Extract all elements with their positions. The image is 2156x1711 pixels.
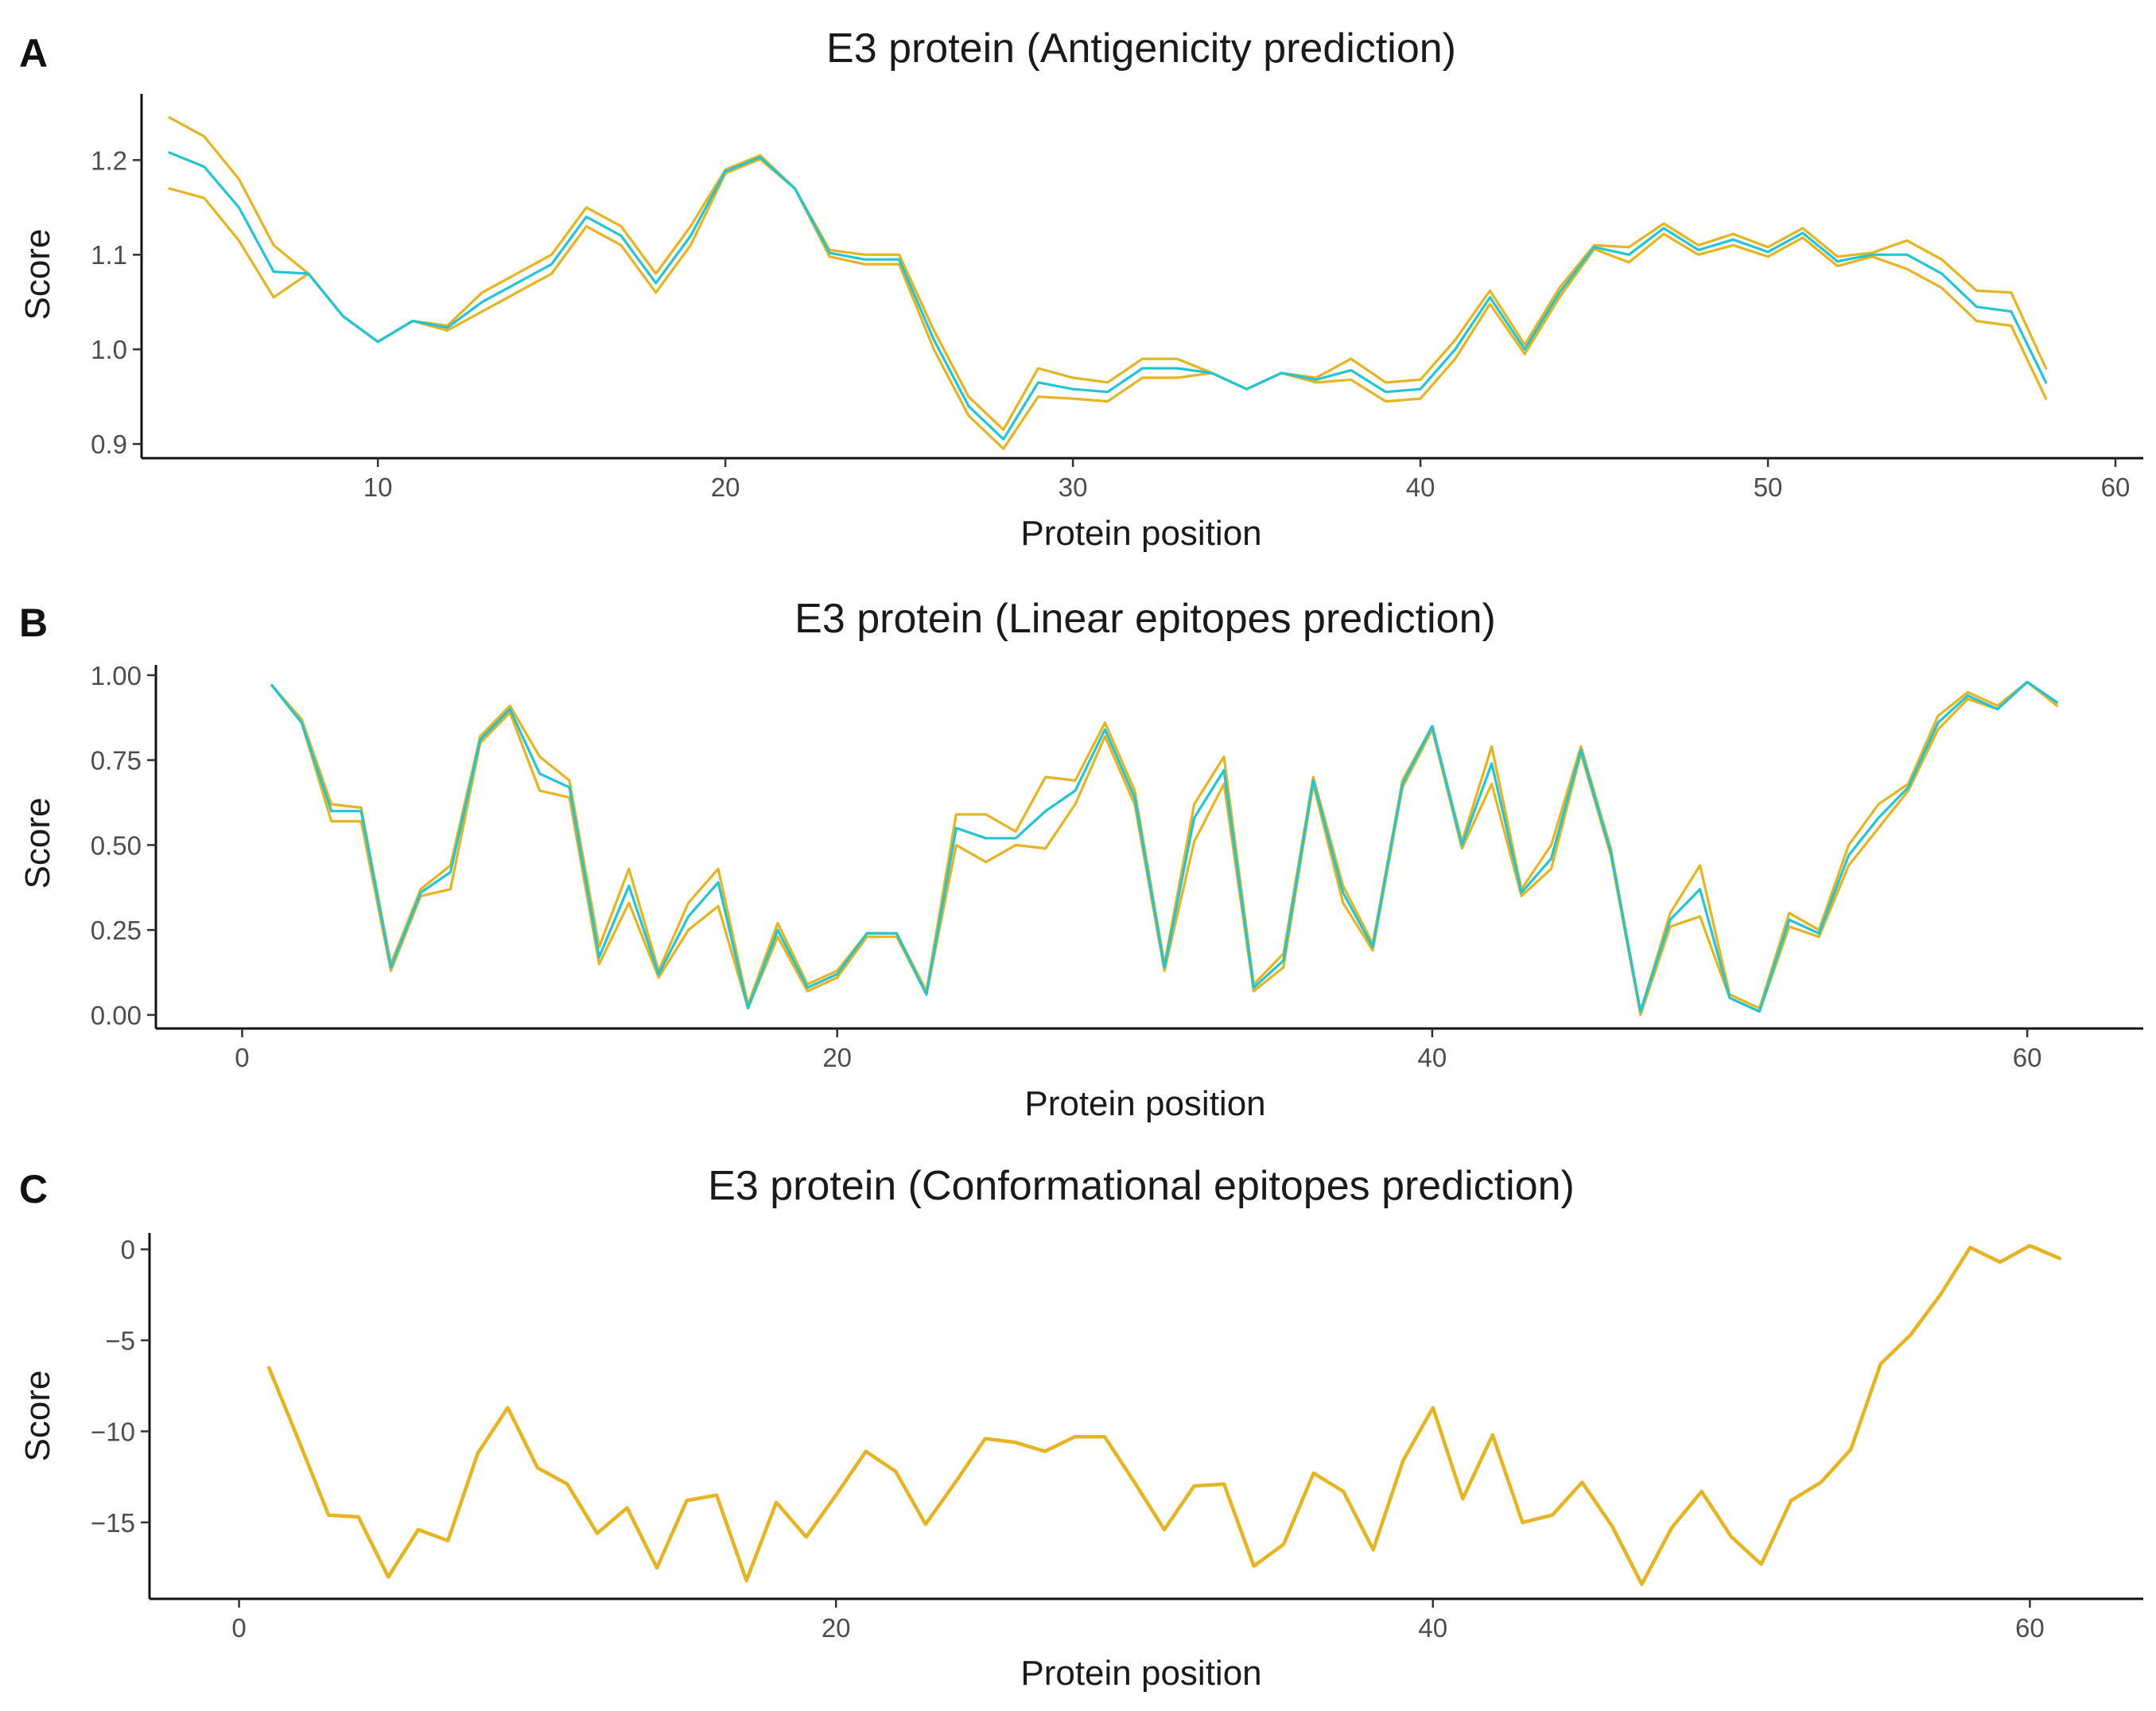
panel-a-x-tick-label: 60 [2101, 472, 2131, 502]
panel-b-x-tick-label: 0 [235, 1043, 249, 1072]
panel-a-letter: A [19, 31, 48, 76]
panel-b: B E3 protein (Linear epitopes prediction… [18, 596, 2143, 1123]
panel-a-y-axis-label: Score [18, 229, 57, 321]
panel-b-y-tick-label: 0.75 [91, 746, 142, 776]
panel-a-x-tick-label: 20 [711, 472, 740, 502]
panel-b-series-mean [270, 680, 2059, 1013]
panel-a: A E3 protein (Antigenicity prediction) P… [18, 25, 2143, 553]
panel-b-x-tick-label: 20 [822, 1043, 852, 1072]
panel-c-y-axis-label: Score [18, 1371, 57, 1462]
panel-c-y-tick-label: 0 [121, 1235, 135, 1265]
panel-a-x-tick-label: 30 [1059, 472, 1088, 502]
panel-c-x-tick-label: 20 [822, 1613, 851, 1643]
panel-a-x-tick-label: 40 [1406, 472, 1435, 502]
panel-a-y-tick-label: 1.0 [91, 335, 127, 364]
panel-b-y-tick-label: 0.00 [91, 1001, 142, 1030]
panel-a-x-tick-label: 50 [1754, 472, 1783, 502]
panel-a-series-upper [168, 116, 2048, 431]
panel-c-x-axis-label: Protein position [1020, 1654, 1261, 1693]
panel-b-plot: 0 20 40 60 0.00 0.25 0.50 0.75 1.00 [91, 661, 2143, 1072]
panel-a-y-tick-label: 0.9 [91, 430, 127, 459]
panel-b-x-axis-label: Protein position [1024, 1084, 1265, 1123]
panel-c-x-tick-label: 0 [231, 1613, 246, 1643]
panel-a-x-tick-label: 10 [363, 472, 393, 502]
panel-b-y-tick-label: 0.25 [91, 916, 142, 945]
panel-c-y-tick-label: −10 [91, 1417, 135, 1446]
panel-a-x-axis-label: Protein position [1020, 514, 1261, 553]
panel-b-y-axis-label: Score [18, 798, 57, 889]
panel-b-y-tick-label: 1.00 [91, 661, 142, 690]
panel-a-y-tick-label: 1.2 [91, 146, 127, 175]
panel-a-series-lower [168, 157, 2048, 450]
panel-c-letter: C [19, 1167, 48, 1211]
panel-a-plot: 10 20 30 40 50 60 0.9 1.0 1.1 1.2 [91, 94, 2143, 502]
panel-c-x-tick-label: 60 [2015, 1613, 2045, 1643]
panel-b-letter: B [19, 601, 48, 645]
panel-c: C E3 protein (Conformational epitopes pr… [18, 1163, 2143, 1693]
panel-a-title: E3 protein (Antigenicity prediction) [826, 25, 1456, 72]
panel-c-x-tick-label: 40 [1418, 1613, 1447, 1643]
panel-b-x-tick-label: 60 [2013, 1043, 2042, 1072]
panel-c-y-tick-label: −5 [105, 1326, 135, 1355]
panel-a-series-mean [168, 151, 2048, 441]
panel-c-plot: 0 20 40 60 0 −5 −10 −15 [91, 1233, 2143, 1643]
panel-b-x-tick-label: 40 [1418, 1043, 1447, 1072]
panel-b-y-tick-label: 0.50 [91, 830, 142, 860]
panel-c-y-tick-label: −15 [91, 1508, 135, 1538]
panel-c-title: E3 protein (Conformational epitopes pred… [708, 1163, 1575, 1209]
panel-c-series-score [266, 1243, 2062, 1586]
panel-a-y-tick-label: 1.1 [91, 240, 127, 270]
panel-b-title: E3 protein (Linear epitopes prediction) [794, 596, 1496, 642]
